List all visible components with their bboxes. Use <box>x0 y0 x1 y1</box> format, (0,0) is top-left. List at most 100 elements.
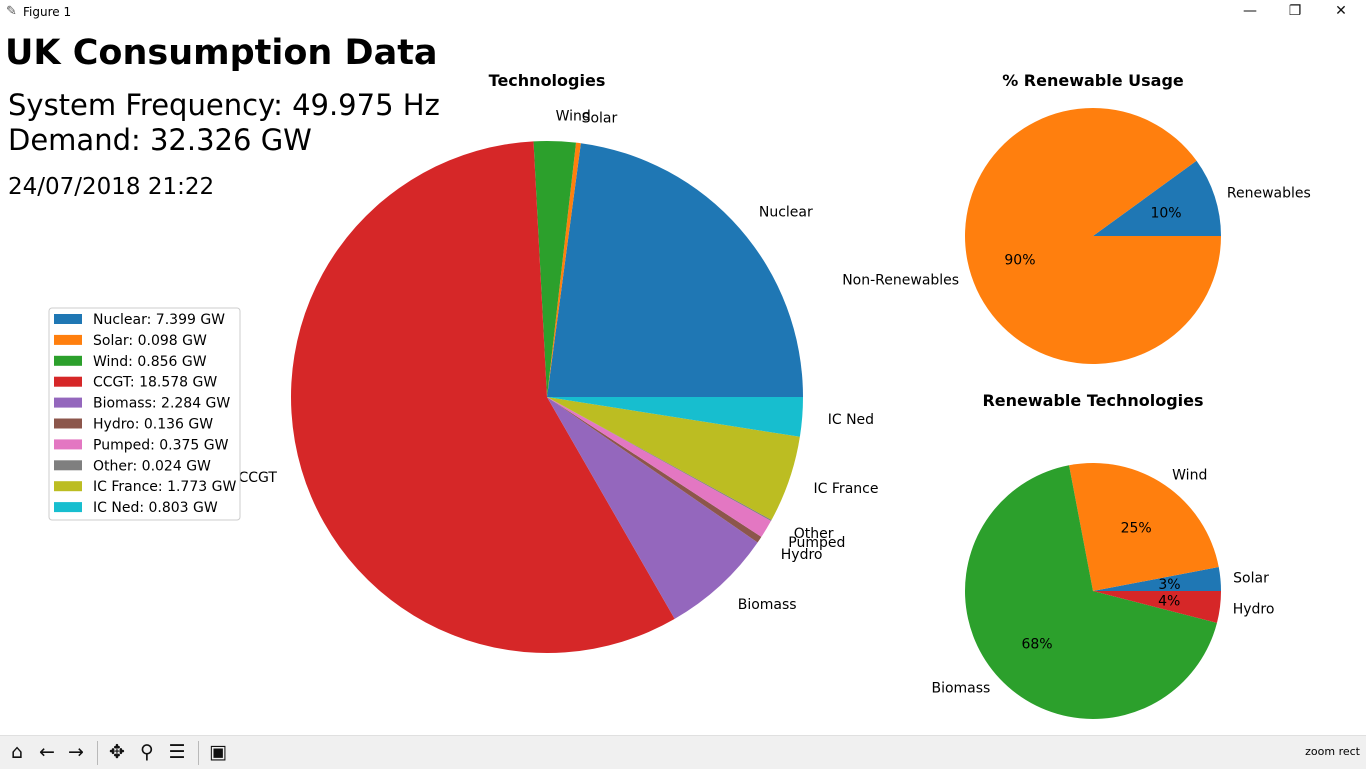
pie-slice-non-renewables <box>965 107 1221 364</box>
toolbar-separator <box>97 741 98 765</box>
arrow-right-icon: → <box>68 741 84 763</box>
move-icon: ✥ <box>109 741 125 763</box>
subplots-button[interactable]: ☰ <box>164 739 190 765</box>
arrow-left-icon: ← <box>39 741 55 763</box>
pie-slice-label: Wind <box>1172 468 1207 484</box>
demand-unit: GW <box>261 123 312 157</box>
legend-swatch <box>54 481 82 492</box>
technologies-legend: Nuclear: 7.399 GW Solar: 0.098 GW Wind: 0.… <box>48 307 241 521</box>
toolbar-message: zoom rect <box>1305 745 1360 758</box>
legend-swatch <box>54 502 82 513</box>
legend-swatch <box>54 439 82 450</box>
pie-slice-renewables <box>1093 160 1221 236</box>
pie-title: Technologies <box>489 71 606 90</box>
legend-swatch <box>54 418 82 429</box>
pie-percent-label: 25% <box>1121 520 1152 536</box>
frequency-unit: Hz <box>403 88 440 122</box>
pie-slice-label: Wind <box>556 109 591 125</box>
legend-entry: Nuclear: 7.399 GW <box>93 312 225 328</box>
minimize-icon[interactable]: — <box>1243 3 1257 19</box>
pie-slice-label: Solar <box>1233 571 1269 587</box>
toolbar-separator <box>198 741 199 765</box>
legend-entry: Biomass: 2.284 GW <box>93 396 230 412</box>
pie-slice-label: Renewables <box>1227 185 1311 201</box>
pie-slice-other <box>547 397 772 521</box>
frequency-readout: System Frequency: 49.975 Hz <box>8 88 440 122</box>
legend-swatch <box>54 355 82 366</box>
back-button[interactable]: ← <box>34 739 60 765</box>
feather-icon: ✎ <box>6 4 17 19</box>
pie-percent-label: 10% <box>1150 205 1181 221</box>
pie-slice-hydro <box>547 397 762 543</box>
frequency-label: System Frequency: <box>8 88 283 122</box>
legend-entry: IC France: 1.773 GW <box>93 479 236 495</box>
demand-readout: Demand: 32.326 GW <box>8 123 312 157</box>
legend-swatch <box>54 334 82 345</box>
home-button[interactable]: ⌂ <box>4 739 30 765</box>
pie-slice-solar <box>547 142 581 397</box>
forward-button[interactable]: → <box>63 739 89 765</box>
demand-label: Demand: <box>8 123 141 157</box>
pie-slice-label: Non-Renewables <box>842 273 959 289</box>
pie-percent-label: 68% <box>1021 637 1052 653</box>
pie-slice-ic-ned <box>547 397 803 437</box>
pie-slice-label: CCGT <box>239 470 278 486</box>
pie-title: Renewable Technologies <box>982 391 1203 410</box>
legend-swatch <box>54 376 82 387</box>
save-button[interactable]: ▣ <box>205 739 231 765</box>
pie-title: % Renewable Usage <box>1002 71 1184 90</box>
demand-value: 32.326 <box>150 123 251 157</box>
renewable-technologies-pie-chart: Renewable Technologies Solar 3% Wind 25% Biom… <box>931 391 1275 720</box>
pie-slice-label: Biomass <box>931 680 990 696</box>
pie-slice-ccgt <box>290 141 675 654</box>
pie-slice-label: Nuclear <box>759 205 813 221</box>
pie-slice-label: Hydro <box>781 547 823 563</box>
legend-entry: Wind: 0.856 GW <box>93 354 207 370</box>
figure-heading: UK Consumption Data <box>5 33 438 73</box>
figure-canvas: UK Consumption Data System Frequency: 49… <box>5 33 1311 720</box>
pie-slice-label: Hydro <box>1233 602 1275 618</box>
renewable-usage-pie-chart: % Renewable Usage Renewables 10% Non-Renewa… <box>842 71 1311 364</box>
magnifier-icon: ⚲ <box>140 741 154 763</box>
pie-percent-label: 4% <box>1158 594 1180 610</box>
close-icon[interactable]: ✕ <box>1335 3 1347 19</box>
pie-slice-hydro <box>1093 591 1221 623</box>
sliders-icon: ☰ <box>168 741 186 763</box>
pie-slice-biomass <box>964 465 1217 720</box>
legend-entry: IC Ned: 0.803 GW <box>93 500 218 516</box>
legend-entry: CCGT: 18.578 GW <box>93 375 217 391</box>
zoom-button[interactable]: ⚲ <box>134 739 160 765</box>
legend-swatch <box>54 397 82 408</box>
home-icon: ⌂ <box>10 741 24 763</box>
window-title: Figure 1 <box>23 5 72 19</box>
legend-frame <box>48 307 241 521</box>
pie-slice-solar <box>1093 567 1221 591</box>
floppy-disk-icon: ▣ <box>209 741 227 763</box>
pie-slice-label: Pumped <box>788 535 845 551</box>
pie-slice-wind <box>533 141 577 397</box>
pie-slice-label: Biomass <box>738 597 797 613</box>
pie-slice-label: IC Ned <box>828 412 874 428</box>
pan-button[interactable]: ✥ <box>104 739 130 765</box>
legend-entry: Other: 0.024 GW <box>93 458 211 474</box>
pie-slice-label: Other <box>794 526 834 542</box>
pie-slice-ic-france <box>547 397 800 520</box>
legend-swatch <box>54 460 82 471</box>
pie-slice-pumped <box>547 397 771 537</box>
pie-slice-label: IC France <box>814 481 879 497</box>
window-titlebar: ✎ Figure 1 — ❐ ✕ <box>0 0 1366 24</box>
pie-slice-biomass <box>547 397 758 619</box>
timestamp: 24/07/2018 21:22 <box>8 174 214 200</box>
pie-slice-wind <box>1069 462 1219 591</box>
pie-percent-label: 3% <box>1158 577 1180 593</box>
pie-percent-label: 90% <box>1004 253 1035 269</box>
pie-slice-nuclear <box>547 143 803 397</box>
legend-entry: Hydro: 0.136 GW <box>93 417 213 433</box>
restore-icon[interactable]: ❐ <box>1288 3 1302 19</box>
legend-entry: Solar: 0.098 GW <box>93 333 207 349</box>
legend-entry: Pumped: 0.375 GW <box>93 437 229 453</box>
pie-slice-label: Solar <box>582 111 618 127</box>
frequency-value: 49.975 <box>292 88 393 122</box>
legend-swatch <box>54 314 82 324</box>
